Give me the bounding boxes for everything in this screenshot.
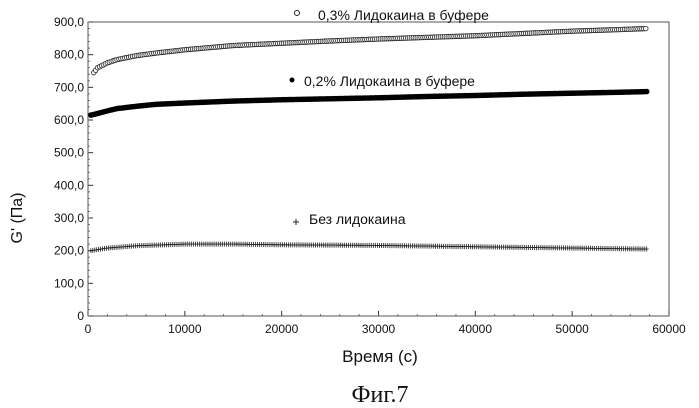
y-tick-label: 400,0 (54, 178, 84, 192)
legend-marker (290, 78, 295, 83)
x-tick-label: 0 (85, 322, 92, 336)
axes: 0 10000 20000 30000 40000 50000 60000 0 100,0 200… (54, 15, 686, 336)
y-tick-label: 600,0 (54, 113, 84, 127)
legend-marker (295, 11, 300, 16)
y-axis-label: G' (Па) (9, 193, 26, 244)
series-3 (89, 242, 649, 254)
data-point (643, 26, 648, 31)
plot-area (88, 22, 669, 316)
series-2 (88, 89, 649, 118)
x-tick-label: 20000 (265, 322, 299, 336)
y-tick-label: 700,0 (54, 80, 84, 94)
x-tick-label: 10000 (168, 322, 202, 336)
series-label: 0,3% Лидокаина в буфере (318, 7, 489, 23)
legend-marker (293, 219, 299, 225)
x-tick-label: 60000 (652, 322, 686, 336)
x-tick-label: 50000 (555, 322, 589, 336)
data-point (645, 247, 649, 252)
y-tick-label: 900,0 (54, 15, 84, 29)
y-tick-label: 0 (77, 309, 84, 323)
x-axis-label: Время (с) (342, 347, 418, 366)
series-label: 0,2% Лидокаина в буфере (304, 73, 475, 89)
x-tick-label: 40000 (459, 322, 493, 336)
series-label: Без лидокаина (309, 211, 406, 227)
figure-caption: Фиг.7 (352, 382, 409, 408)
plot-frame (88, 22, 669, 316)
y-tick-label: 800,0 (54, 48, 84, 62)
y-tick-label: 200,0 (54, 244, 84, 258)
y-tick-label: 100,0 (54, 276, 84, 290)
x-tick-label: 30000 (362, 322, 396, 336)
data-point (644, 89, 650, 95)
series-1 (92, 26, 649, 75)
y-tick-label: 500,0 (54, 146, 84, 160)
y-tick-label: 300,0 (54, 211, 84, 225)
